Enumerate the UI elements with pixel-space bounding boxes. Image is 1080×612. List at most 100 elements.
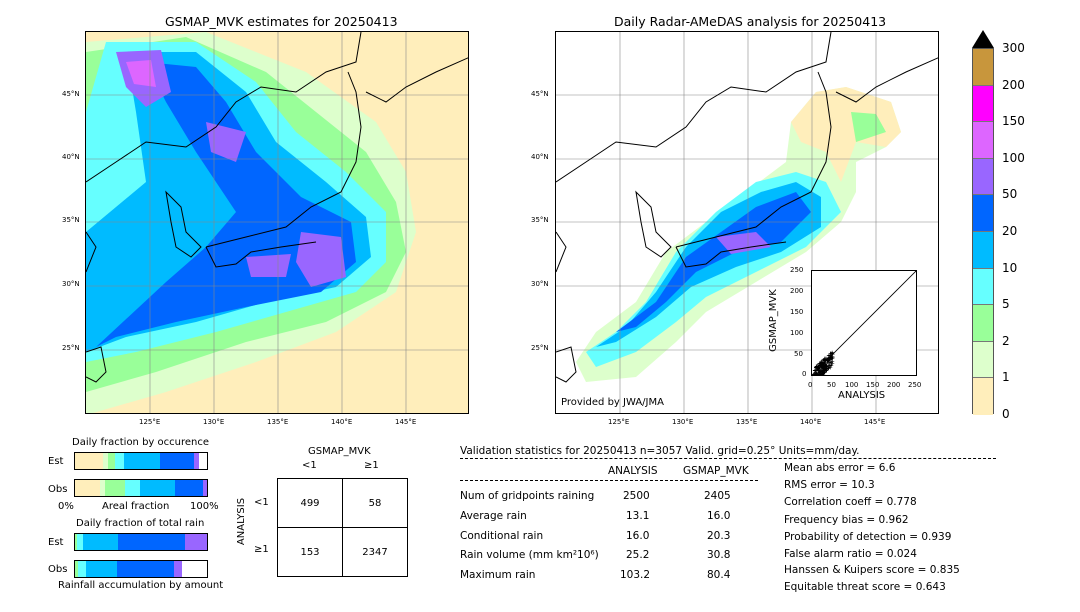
scatter-point: +: [819, 368, 824, 375]
scatter-ytick: 250: [790, 266, 804, 274]
scatter-point: +: [814, 372, 819, 375]
left-lat-label: 30°N: [62, 280, 80, 288]
scatter-point: +: [823, 363, 828, 370]
scatter-point: +: [828, 351, 833, 358]
scatter-point: +: [821, 358, 826, 365]
validation-score: Correlation coeff = 0.778: [784, 496, 917, 508]
scatter-point: +: [830, 360, 835, 367]
contingency-row: 153 2347: [277, 527, 408, 577]
scatter-point: +: [821, 368, 826, 375]
right-lon-label: 140°E: [800, 418, 822, 426]
occurrence-row-label: Est: [48, 456, 64, 467]
total-rain-est-bar: [74, 533, 208, 551]
scatter-point: +: [814, 364, 819, 371]
scatter-point: +: [823, 356, 828, 363]
scatter-point: +: [829, 355, 834, 362]
scatter-point: +: [817, 361, 822, 368]
contingency-cell: 2347: [342, 527, 408, 577]
scatter-point: +: [817, 370, 822, 376]
scatter-point: +: [817, 363, 822, 370]
scatter-point: +: [819, 360, 824, 367]
scatter-point: +: [823, 355, 828, 362]
left-lat-label: 45°N: [62, 90, 80, 98]
scatter-point: +: [818, 369, 823, 375]
scatter-point: +: [819, 359, 824, 366]
scatter-point: +: [813, 372, 818, 375]
scatter-point: +: [822, 363, 827, 370]
right-lon-label: 125°E: [608, 418, 630, 426]
scatter-point: +: [829, 358, 834, 365]
scatter-point: +: [812, 372, 817, 375]
scatter-point: +: [830, 354, 835, 361]
scatter-point: +: [813, 372, 818, 375]
colorbar-segment: [973, 231, 993, 269]
scatter-point: +: [820, 365, 825, 372]
scatter-xlabel: ANALYSIS: [838, 390, 886, 401]
scatter-point: +: [815, 372, 820, 375]
contingency-table: 499 58 153 2347: [277, 478, 408, 577]
scatter-point: +: [818, 361, 823, 368]
occurrence-est-bar: [74, 452, 208, 470]
colorbar-arrow: [972, 30, 994, 48]
scatter-point: +: [820, 371, 825, 375]
scatter-point: +: [830, 356, 835, 363]
scatter-point: +: [812, 372, 817, 375]
scatter-point: +: [814, 367, 819, 374]
scatter-point: +: [815, 372, 820, 375]
scatter-point: +: [817, 368, 822, 375]
scatter-point: +: [830, 351, 835, 358]
scatter-point: +: [814, 371, 819, 375]
colorbar-tick-label: 5: [1002, 297, 1010, 312]
scatter-point: +: [814, 365, 819, 372]
scatter-point: +: [818, 372, 823, 375]
validation-divider: [460, 458, 996, 459]
scatter-point: +: [821, 359, 826, 366]
scatter-point: +: [814, 370, 819, 375]
validation-row-analysis: 2500: [623, 490, 650, 502]
scatter-point: +: [820, 362, 825, 369]
scatter-point: +: [814, 371, 819, 375]
scatter-point: +: [814, 372, 819, 375]
occurrence-row-label: Obs: [48, 484, 68, 495]
colorbar-tick-label: 1: [1002, 370, 1010, 385]
validation-row-gsmap: 16.0: [707, 510, 731, 522]
scatter-point: +: [827, 362, 832, 369]
scatter-point: +: [825, 357, 830, 364]
scatter-point: +: [814, 372, 819, 375]
scatter-point: +: [814, 372, 819, 375]
colorbar-tick-label: 50: [1002, 187, 1018, 202]
scatter-point: +: [822, 357, 827, 364]
scatter-point: +: [813, 372, 818, 375]
scatter-point: +: [827, 353, 832, 360]
scatter-point: +: [818, 360, 823, 367]
scatter-xtick: 150: [866, 381, 880, 389]
scatter-point: +: [814, 372, 819, 375]
left-lon-label: 145°E: [395, 418, 417, 426]
colorbar: [972, 48, 994, 415]
scatter-point: +: [813, 372, 818, 375]
scatter-point: +: [820, 366, 825, 373]
scatter-point: +: [825, 364, 830, 371]
scatter-point: +: [814, 363, 819, 370]
scatter-point: +: [821, 364, 826, 371]
colorbar-segment: [973, 122, 993, 159]
scatter-point: +: [825, 358, 830, 365]
occurrence-axis-mid: Areal fraction: [102, 501, 170, 512]
scatter-point: +: [821, 370, 826, 375]
right-lon-label: 145°E: [864, 418, 886, 426]
scatter-point: +: [814, 372, 819, 375]
scatter-point: +: [829, 363, 834, 370]
scatter-point: +: [814, 372, 819, 375]
scatter-point: +: [817, 372, 822, 375]
right-lat-label: 30°N: [531, 280, 549, 288]
scatter-point: +: [829, 351, 834, 358]
scatter-point: +: [824, 363, 829, 370]
scatter-point: +: [824, 368, 829, 375]
scatter-point: +: [829, 354, 834, 361]
contingency-row: 499 58: [277, 478, 408, 528]
scatter-point: +: [812, 372, 817, 375]
scatter-point: +: [824, 361, 829, 368]
scatter-point: +: [823, 361, 828, 368]
contingency-cell: 58: [342, 478, 408, 528]
scatter-point: +: [814, 365, 819, 372]
